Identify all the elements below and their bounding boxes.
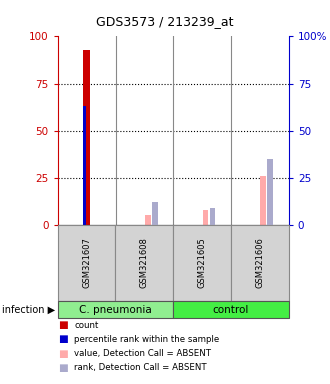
Text: GSM321605: GSM321605	[198, 238, 207, 288]
Bar	[267, 159, 273, 225]
Text: ■: ■	[58, 363, 68, 373]
Text: GSM321607: GSM321607	[82, 238, 91, 288]
Text: GDS3573 / 213239_at: GDS3573 / 213239_at	[96, 15, 234, 28]
Bar	[203, 210, 209, 225]
Text: GSM321608: GSM321608	[140, 238, 149, 288]
Bar	[145, 215, 151, 225]
Text: ■: ■	[58, 320, 68, 330]
Text: control: control	[213, 305, 249, 315]
Text: value, Detection Call = ABSENT: value, Detection Call = ABSENT	[74, 349, 211, 358]
Text: infection ▶: infection ▶	[2, 305, 55, 315]
Bar	[152, 202, 158, 225]
Text: ■: ■	[58, 349, 68, 359]
Text: ■: ■	[58, 334, 68, 344]
Text: count: count	[74, 321, 99, 330]
Bar	[83, 50, 90, 225]
Text: C. pneumonia: C. pneumonia	[79, 305, 152, 315]
Text: GSM321606: GSM321606	[255, 238, 264, 288]
Text: rank, Detection Call = ABSENT: rank, Detection Call = ABSENT	[74, 363, 207, 372]
Bar	[210, 208, 215, 225]
Bar	[82, 106, 86, 225]
Bar	[260, 176, 266, 225]
Text: percentile rank within the sample: percentile rank within the sample	[74, 335, 219, 344]
